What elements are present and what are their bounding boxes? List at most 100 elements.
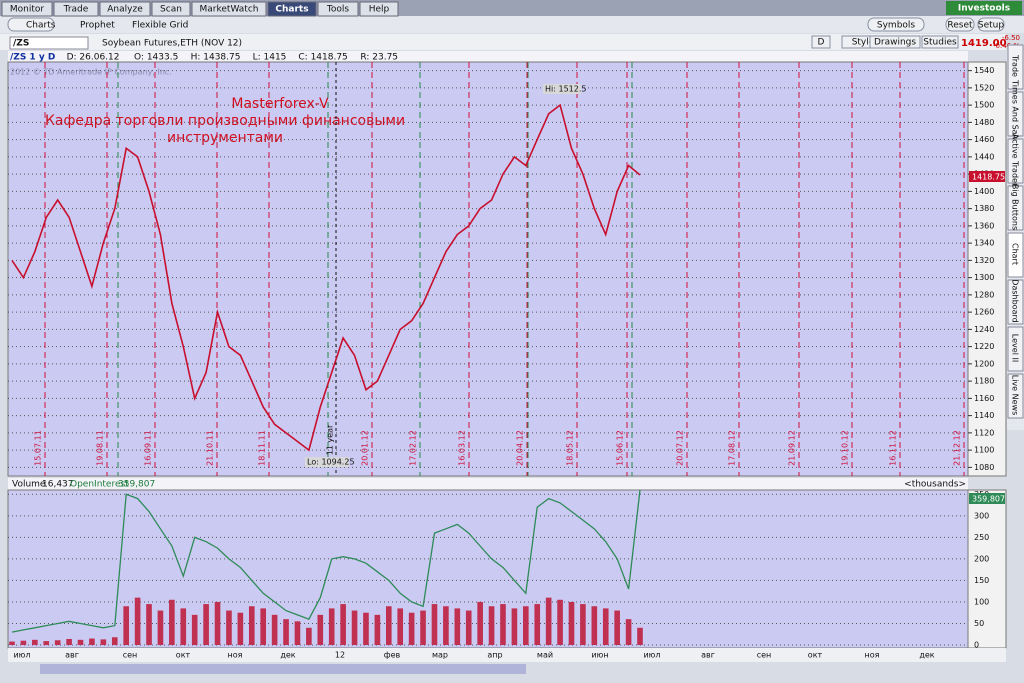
tab[interactable]	[53, 1, 99, 17]
annotation: Masterforex-V	[231, 96, 329, 112]
y-tick-label: 1540	[974, 66, 994, 75]
side-tab[interactable]	[1007, 232, 1024, 278]
volume-bar	[66, 638, 72, 645]
tab-label[interactable]: Trade	[63, 5, 89, 15]
y-tick-label: 1340	[974, 239, 994, 248]
volume-bar	[111, 637, 118, 645]
tab[interactable]	[151, 1, 191, 17]
y-tick-label: 1280	[974, 290, 994, 299]
tab-label[interactable]: Scan	[160, 5, 182, 15]
tab-label[interactable]: Analyze	[107, 5, 143, 15]
tab[interactable]	[359, 1, 399, 17]
tab-label[interactable]: Monitor	[10, 5, 45, 15]
x-tick-label: ноя	[865, 651, 880, 660]
chart-button-label[interactable]: Drawings	[874, 38, 916, 48]
volume-bar	[625, 619, 632, 645]
y-tick-label: 1300	[974, 273, 994, 282]
app-badge[interactable]	[946, 1, 1022, 15]
chart-button[interactable]	[921, 35, 959, 49]
toolbar-button[interactable]	[7, 17, 55, 32]
volume-bar	[123, 606, 129, 645]
tab[interactable]	[191, 1, 267, 17]
x-tick-label: 12	[335, 651, 345, 660]
side-tab[interactable]	[1007, 138, 1024, 184]
toolbar-item[interactable]: Prophet	[80, 21, 115, 31]
volume-bar	[614, 610, 620, 645]
side-tab[interactable]	[1007, 91, 1024, 137]
toolbar-item[interactable]: Charts	[26, 21, 56, 31]
volume-bar	[568, 601, 575, 645]
scrollbar[interactable]	[40, 664, 526, 674]
event-label: 16.03.12	[458, 430, 467, 466]
tab-label[interactable]: Help	[369, 5, 390, 15]
chart-button[interactable]	[869, 35, 921, 49]
last-tag-label: 1418.75	[972, 173, 1005, 182]
last-price: 1419.00	[961, 38, 1007, 49]
y-tick-label: 1440	[974, 152, 994, 161]
chart-button[interactable]	[811, 35, 831, 49]
price-plot	[7, 61, 969, 477]
side-tab-label[interactable]: Active Trader	[1011, 134, 1020, 187]
chart-button-label[interactable]: Style	[852, 38, 875, 48]
y-tick-label: 1360	[974, 221, 994, 230]
x-tick-label: фев	[384, 651, 401, 660]
tab[interactable]	[267, 1, 317, 17]
x-tick-label: май	[537, 651, 553, 660]
tab[interactable]	[1, 1, 53, 17]
units-label: <thousands>	[904, 480, 966, 490]
symbol-input[interactable]	[9, 36, 89, 50]
side-tab-label[interactable]: Live News	[1011, 375, 1020, 416]
x-tick-label: окт	[808, 651, 823, 660]
toolbar-button[interactable]	[867, 17, 925, 32]
volume-bar	[465, 610, 472, 645]
oi-tag	[969, 493, 1005, 504]
app-name[interactable]: Investools	[958, 4, 1010, 14]
toolbar-button[interactable]	[977, 17, 1005, 32]
chart-button-label[interactable]: D	[818, 38, 825, 48]
toolbar-item[interactable]: Flexible Grid	[132, 21, 188, 31]
y-tick-label: 1240	[974, 325, 994, 334]
side-tab-label[interactable]: Chart	[1011, 243, 1020, 265]
side-tab-label[interactable]: Big Buttons	[1011, 184, 1020, 230]
side-tab-label[interactable]: Level II	[1011, 334, 1020, 362]
event-label: 20.01.12	[361, 430, 370, 466]
volume-bar	[580, 604, 586, 645]
event-label: 19.10.12	[841, 430, 850, 466]
side-tab[interactable]	[1007, 279, 1024, 325]
volume-bar	[374, 614, 381, 645]
symbol[interactable]: /ZS	[13, 39, 29, 49]
chart-button-label[interactable]: Studies	[923, 38, 957, 48]
copyright: 2012 © TD Ameritrade IP Company, Inc.	[10, 68, 172, 77]
side-tab-label[interactable]: Times And Sales	[1011, 79, 1020, 146]
toolbar-button[interactable]	[945, 17, 975, 32]
tab[interactable]	[99, 1, 151, 17]
toolbar-button-label[interactable]: Setup	[978, 21, 1004, 31]
volume-bar	[545, 597, 552, 645]
x-tick-label: авг	[65, 651, 79, 660]
volume-bar	[534, 604, 541, 645]
x-tick-label: дек	[919, 651, 934, 660]
volume-bar	[385, 606, 392, 645]
y-tick-label: 250	[974, 533, 989, 542]
side-tab-label[interactable]: Trade	[1011, 54, 1020, 77]
volume-bar	[397, 608, 404, 645]
y-tick-label: 1400	[974, 187, 994, 196]
side-tab[interactable]	[1007, 44, 1024, 90]
tab-label[interactable]: MarketWatch	[200, 5, 259, 15]
toolbar-button-label[interactable]: Symbols	[877, 21, 916, 31]
side-tab-label[interactable]: Dashboard	[1011, 279, 1020, 322]
y-tick-label: 1380	[974, 204, 994, 213]
side-tab[interactable]	[1007, 326, 1024, 372]
tab-label[interactable]: Tools	[326, 5, 349, 15]
tab[interactable]	[317, 1, 359, 17]
y-tick-label: 50	[974, 619, 984, 628]
side-tab[interactable]	[1007, 185, 1024, 231]
y-tick-label: 1220	[974, 342, 994, 351]
info-line	[8, 51, 968, 62]
y-tick-label: 300	[974, 511, 989, 520]
side-tab[interactable]	[1007, 373, 1024, 419]
y-tick-label: 1460	[974, 135, 994, 144]
tab-label[interactable]: Charts	[275, 5, 308, 15]
toolbar-button-label[interactable]: Reset	[947, 21, 973, 31]
volume-bar	[20, 640, 27, 645]
